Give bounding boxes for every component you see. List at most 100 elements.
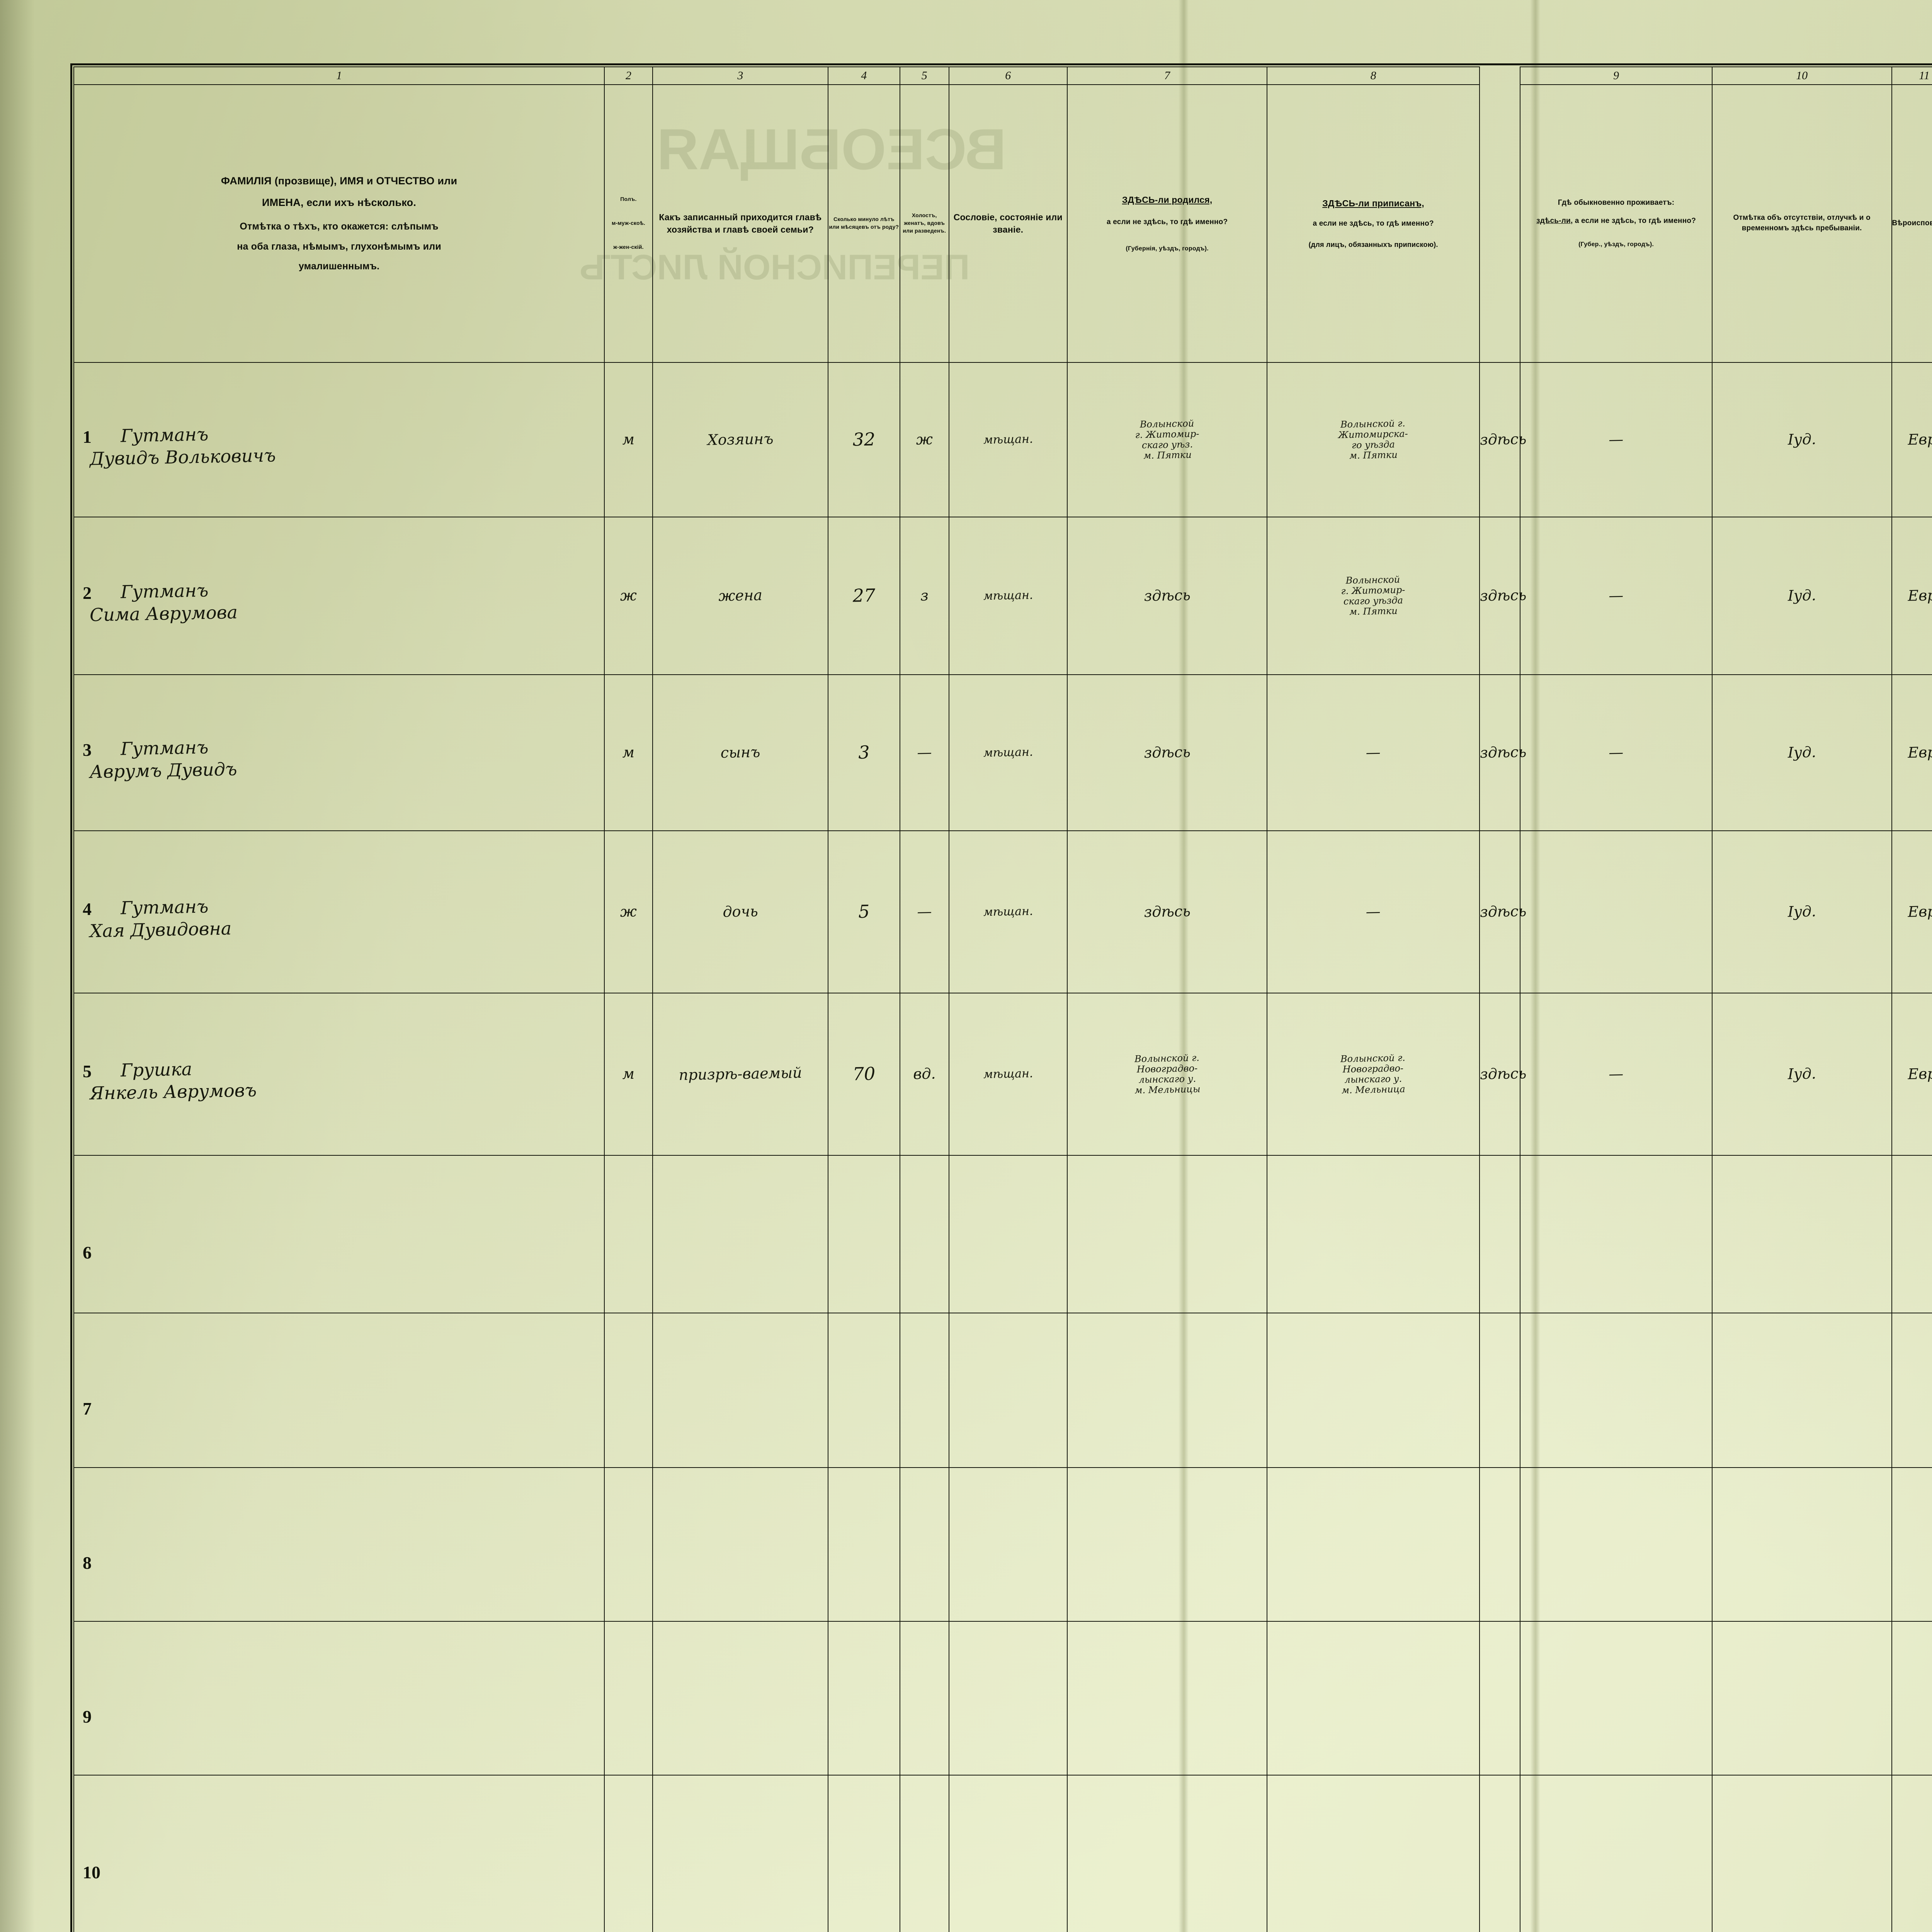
- cell-sex[interactable]: [604, 1467, 653, 1622]
- cell-registration[interactable]: [1267, 1155, 1480, 1313]
- cell-residence[interactable]: здѣсь: [1479, 362, 1526, 517]
- cell-absence[interactable]: [1520, 1155, 1713, 1313]
- table-row[interactable]: 4 Гутманъ Хая Дувидовна ж дочь 5 — мѣщан. здѣсь —…: [73, 830, 1932, 993]
- cell-birthplace[interactable]: здѣсь: [1066, 516, 1268, 675]
- cell-residence[interactable]: здѣсь: [1479, 674, 1526, 831]
- cell-name[interactable]: 2 Гутманъ Сима Аврумова: [73, 516, 605, 675]
- cell-language[interactable]: [1891, 1621, 1932, 1776]
- cell-religion[interactable]: Іуд.: [1711, 992, 1892, 1156]
- cell-absence[interactable]: —: [1520, 516, 1713, 675]
- cell-estate[interactable]: мѣщан.: [948, 362, 1068, 517]
- cell-estate[interactable]: [948, 1312, 1068, 1468]
- cell-residence[interactable]: здѣсь: [1479, 830, 1526, 993]
- cell-estate[interactable]: мѣщан.: [948, 674, 1068, 831]
- cell-registration[interactable]: [1267, 1467, 1480, 1622]
- cell-relation[interactable]: [652, 1312, 828, 1468]
- cell-birthplace[interactable]: [1066, 1467, 1268, 1622]
- cell-marital[interactable]: —: [899, 674, 949, 831]
- cell-marital[interactable]: [899, 1312, 949, 1468]
- cell-age[interactable]: [827, 1155, 900, 1313]
- cell-sex[interactable]: м: [604, 362, 653, 517]
- cell-birthplace[interactable]: [1066, 1155, 1268, 1313]
- cell-marital[interactable]: з: [899, 516, 949, 675]
- cell-absence[interactable]: [1520, 1621, 1713, 1776]
- cell-language[interactable]: [1891, 1774, 1932, 1932]
- cell-name[interactable]: 8: [73, 1467, 605, 1622]
- cell-relation[interactable]: дочь: [652, 830, 828, 993]
- cell-estate[interactable]: [948, 1774, 1068, 1932]
- cell-registration[interactable]: [1267, 1774, 1480, 1932]
- cell-name[interactable]: 4 Гутманъ Хая Дувидовна: [73, 830, 605, 993]
- cell-age[interactable]: [827, 1621, 900, 1776]
- cell-name[interactable]: 6: [73, 1155, 605, 1313]
- cell-age[interactable]: [827, 1774, 900, 1932]
- cell-age[interactable]: 5: [827, 830, 900, 993]
- cell-relation[interactable]: [652, 1155, 828, 1313]
- table-row[interactable]: 5 Грушка Янкель Аврумовъ м призрѣ-ваемый 70 вд…: [73, 992, 1932, 1156]
- cell-residence[interactable]: здѣсь: [1479, 992, 1526, 1156]
- cell-marital[interactable]: —: [899, 830, 949, 993]
- cell-estate[interactable]: мѣщан.: [948, 830, 1068, 993]
- cell-marital[interactable]: вд.: [899, 992, 949, 1156]
- cell-language[interactable]: Евр.: [1891, 516, 1932, 675]
- cell-language[interactable]: Евр.: [1891, 992, 1932, 1156]
- cell-residence[interactable]: здѣсь: [1479, 516, 1526, 675]
- cell-relation[interactable]: Хозяинъ: [652, 362, 828, 517]
- cell-religion[interactable]: [1711, 1312, 1892, 1468]
- cell-marital[interactable]: [899, 1774, 949, 1932]
- table-row[interactable]: 2 Гутманъ Сима Аврумова ж жена 27 з мѣщан. здѣсь…: [73, 516, 1932, 675]
- cell-estate[interactable]: [948, 1621, 1068, 1776]
- cell-age[interactable]: 70: [827, 992, 900, 1156]
- cell-registration[interactable]: —: [1267, 830, 1480, 993]
- cell-birthplace[interactable]: Волынской г. Новоградво-лынскаго у. м. Мел…: [1066, 992, 1268, 1156]
- cell-estate[interactable]: мѣщан.: [948, 516, 1068, 675]
- cell-age[interactable]: [827, 1467, 900, 1622]
- cell-language[interactable]: Евр.: [1891, 830, 1932, 993]
- cell-absence[interactable]: [1520, 830, 1713, 993]
- cell-language[interactable]: Евр.: [1891, 674, 1932, 831]
- cell-age[interactable]: 32: [827, 362, 900, 517]
- cell-relation[interactable]: [652, 1621, 828, 1776]
- cell-estate[interactable]: [948, 1467, 1068, 1622]
- cell-birthplace[interactable]: Волынской г. Житомир-скаго уѣз. м. Пятки: [1066, 362, 1268, 517]
- cell-absence[interactable]: [1520, 1467, 1713, 1622]
- cell-registration[interactable]: Волынской г. Житомирска-го уѣзда м. Пятки: [1267, 362, 1480, 517]
- cell-absence[interactable]: —: [1520, 362, 1713, 517]
- table-row[interactable]: 612: [73, 1155, 1932, 1313]
- cell-name[interactable]: 3 Гутманъ Аврумъ Дувидъ: [73, 674, 605, 831]
- cell-age[interactable]: 27: [827, 516, 900, 675]
- cell-registration[interactable]: Волынской г. Житомир-скаго уѣзда м. Пятки: [1267, 516, 1480, 675]
- cell-religion[interactable]: Іуд.: [1711, 516, 1892, 675]
- cell-absence[interactable]: [1520, 1774, 1713, 1932]
- cell-sex[interactable]: м: [604, 992, 653, 1156]
- cell-birthplace[interactable]: [1066, 1774, 1268, 1932]
- cell-birthplace[interactable]: [1066, 1621, 1268, 1776]
- cell-estate[interactable]: мѣщан.: [948, 992, 1068, 1156]
- cell-sex[interactable]: ж: [604, 516, 653, 675]
- cell-language[interactable]: [1891, 1312, 1932, 1468]
- cell-registration[interactable]: Волынской г. Новоградво-лынскаго у. м. Мел…: [1267, 992, 1480, 1156]
- cell-absence[interactable]: [1520, 1312, 1713, 1468]
- cell-religion[interactable]: Іуд.: [1711, 830, 1892, 993]
- cell-relation[interactable]: призрѣ-ваемый: [652, 992, 828, 1156]
- cell-estate[interactable]: [948, 1155, 1068, 1313]
- cell-religion[interactable]: Іуд.: [1711, 362, 1892, 517]
- cell-religion[interactable]: [1711, 1467, 1892, 1622]
- cell-sex[interactable]: [604, 1621, 653, 1776]
- cell-marital[interactable]: ж: [899, 362, 949, 517]
- table-row[interactable]: 712: [73, 1312, 1932, 1468]
- cell-birthplace[interactable]: здѣсь: [1066, 674, 1268, 831]
- cell-residence[interactable]: [1479, 1621, 1521, 1776]
- cell-marital[interactable]: [899, 1155, 949, 1313]
- table-row[interactable]: 3 Гутманъ Аврумъ Дувидъ м сынъ 3 — мѣщан. здѣсь —…: [73, 674, 1932, 831]
- cell-absence[interactable]: —: [1520, 992, 1713, 1156]
- cell-age[interactable]: [827, 1312, 900, 1468]
- cell-marital[interactable]: [899, 1621, 949, 1776]
- cell-sex[interactable]: м: [604, 674, 653, 831]
- cell-language[interactable]: [1891, 1467, 1932, 1622]
- cell-birthplace[interactable]: здѣсь: [1066, 830, 1268, 993]
- cell-relation[interactable]: [652, 1774, 828, 1932]
- cell-name[interactable]: 10: [73, 1774, 605, 1932]
- table-row[interactable]: 1 Гутманъ Дувидъ Вольковичъ м Хозяинъ 32 ж мѣща…: [73, 362, 1932, 517]
- cell-relation[interactable]: жена: [652, 516, 828, 675]
